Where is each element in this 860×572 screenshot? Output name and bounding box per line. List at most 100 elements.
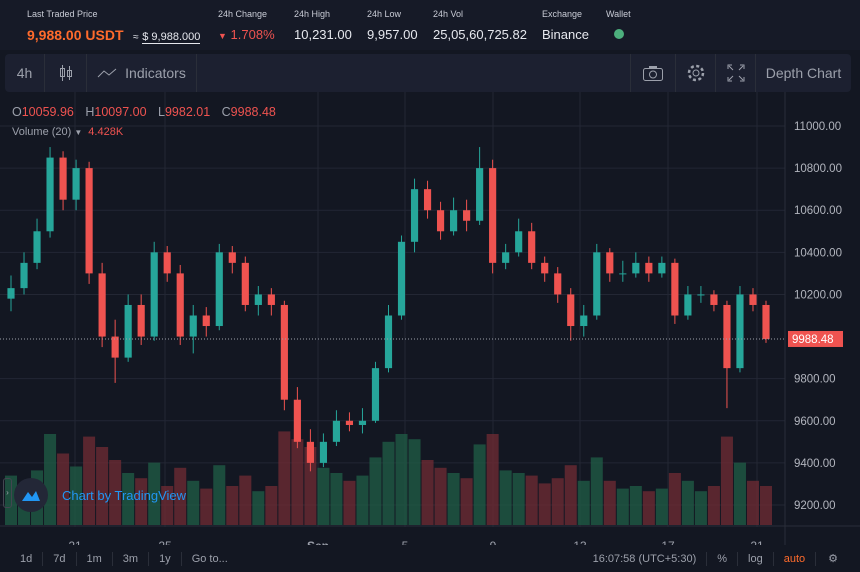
volume-legend[interactable]: Volume (20) ▼ 4.428K: [12, 126, 123, 138]
indicators-button[interactable]: Indicators: [87, 54, 197, 92]
usd-price: $ 9,988.000: [142, 31, 201, 44]
candle-body: [528, 231, 536, 263]
candle-body: [410, 189, 419, 242]
candle-body: [554, 273, 562, 295]
volume-bar: [70, 466, 83, 525]
depth-chart-button[interactable]: Depth Chart: [756, 54, 851, 92]
candle-body: [72, 168, 80, 200]
candle-body: [463, 210, 471, 221]
candle-body: [476, 168, 484, 221]
y-tick-label: 9200.00: [794, 500, 836, 512]
candle-body: [98, 273, 106, 337]
vol-value: 25,05,60,725.82: [433, 27, 527, 42]
range-1m[interactable]: 1m: [77, 551, 113, 566]
volume-bar: [707, 486, 720, 525]
log-toggle[interactable]: log: [738, 551, 774, 566]
open-label: O: [12, 105, 22, 119]
tradingview-watermark[interactable]: Chart by TradingView: [14, 478, 186, 512]
down-arrow-icon: ▼: [218, 31, 227, 41]
candle-body: [332, 420, 341, 442]
auto-toggle[interactable]: auto: [774, 551, 817, 566]
candle-body: [515, 231, 523, 253]
x-tick-label: 25: [158, 539, 172, 545]
volume-value: 4.428K: [88, 126, 124, 138]
candle-body: [59, 157, 67, 200]
y-tick-label: 9400.00: [794, 458, 836, 470]
volume-bar: [96, 447, 109, 525]
x-tick-label: 5: [402, 539, 409, 545]
close-value: 9988.48: [230, 105, 276, 119]
volume-bar: [44, 434, 57, 525]
volume-bar: [473, 444, 486, 525]
gear-icon[interactable]: [676, 54, 716, 92]
volume-bar: [603, 480, 616, 525]
y-tick-label: 10600.00: [794, 205, 842, 217]
y-tick-label: 9600.00: [794, 416, 836, 428]
camera-icon[interactable]: [630, 54, 676, 92]
range-1d[interactable]: 1d: [0, 551, 44, 566]
bottom-toolbar: 1d 7d 1m 3m 1y Go to... 16:07:58 (UTC+5:…: [0, 545, 860, 572]
price-chart[interactable]: 21 25 Sep 5 9 13 17 21 11000.00 10800.00 10600.00 1…: [0, 92, 860, 545]
candle-body: [736, 294, 744, 369]
volume-bar: [330, 473, 343, 525]
chart-settings-gear-icon[interactable]: ⚙: [828, 553, 838, 565]
last-price-block: Last Traded Price 9,988.00 USDT ≈ $ 9,98…: [27, 9, 201, 44]
candle-body: [397, 241, 406, 316]
caret-down-icon[interactable]: ▼: [74, 128, 83, 137]
candle-body: [202, 315, 210, 327]
candle-body: [358, 420, 367, 425]
candle-body: [632, 262, 640, 274]
volume-bar: [278, 431, 291, 525]
range-1y[interactable]: 1y: [149, 551, 182, 566]
exchange-value: Binance: [542, 27, 589, 42]
volume-bar: [564, 465, 577, 525]
range-3m[interactable]: 3m: [113, 551, 150, 566]
volume-bar: [356, 475, 369, 525]
last-price-label: Last Traded Price: [27, 9, 98, 19]
fullscreen-icon[interactable]: [716, 54, 756, 92]
volume-bar: [122, 473, 135, 525]
volume-bar: [668, 473, 681, 525]
candle-body: [723, 304, 731, 369]
candle-body: [671, 262, 679, 316]
volume-bar: [681, 480, 694, 525]
volume-bar: [213, 465, 226, 525]
percent-toggle[interactable]: %: [707, 551, 739, 566]
candle-body: [267, 294, 275, 305]
volume-bar: [590, 457, 603, 525]
last-price-label: 9988.48: [792, 334, 834, 346]
volume-bar: [460, 478, 473, 525]
candle-body: [489, 168, 497, 263]
volume-bar: [759, 486, 773, 525]
x-tick-label: 9: [490, 539, 497, 545]
candle-body: [306, 441, 314, 463]
volume-bar: [694, 491, 707, 525]
volume-bar: [382, 441, 395, 525]
volume-bar: [57, 453, 70, 525]
volume-bar: [551, 478, 564, 525]
last-price: 9,988.00 USDT: [27, 27, 124, 43]
candle-body: [619, 273, 627, 275]
volume-label: Volume (20): [12, 126, 72, 138]
candle-body: [163, 252, 171, 274]
candle-body: [645, 262, 653, 274]
candlestick-icon[interactable]: [45, 54, 87, 92]
market-header: Last Traded Price 9,988.00 USDT ≈ $ 9,98…: [0, 0, 860, 50]
volume-bar: [226, 486, 239, 525]
expand-sidebar-button[interactable]: ›: [3, 478, 12, 508]
y-tick-label: 10800.00: [794, 163, 842, 175]
wallet-label: Wallet: [606, 9, 631, 19]
chart-toolbar: 4h Indicators Depth Chart: [5, 54, 851, 92]
low-label: L: [158, 105, 165, 119]
volume-bar: [746, 480, 759, 525]
approx-symbol: ≈: [133, 32, 139, 43]
volume-bar: [655, 488, 668, 525]
goto-button[interactable]: Go to...: [191, 552, 228, 565]
time-display[interactable]: 16:07:58 (UTC+5:30): [583, 551, 708, 566]
interval-button[interactable]: 4h: [5, 54, 45, 92]
range-7d[interactable]: 7d: [43, 551, 77, 566]
candle-body: [280, 304, 288, 400]
high-label: H: [85, 105, 95, 119]
candle-body: [33, 231, 41, 263]
y-tick-label: 10200.00: [794, 289, 842, 301]
